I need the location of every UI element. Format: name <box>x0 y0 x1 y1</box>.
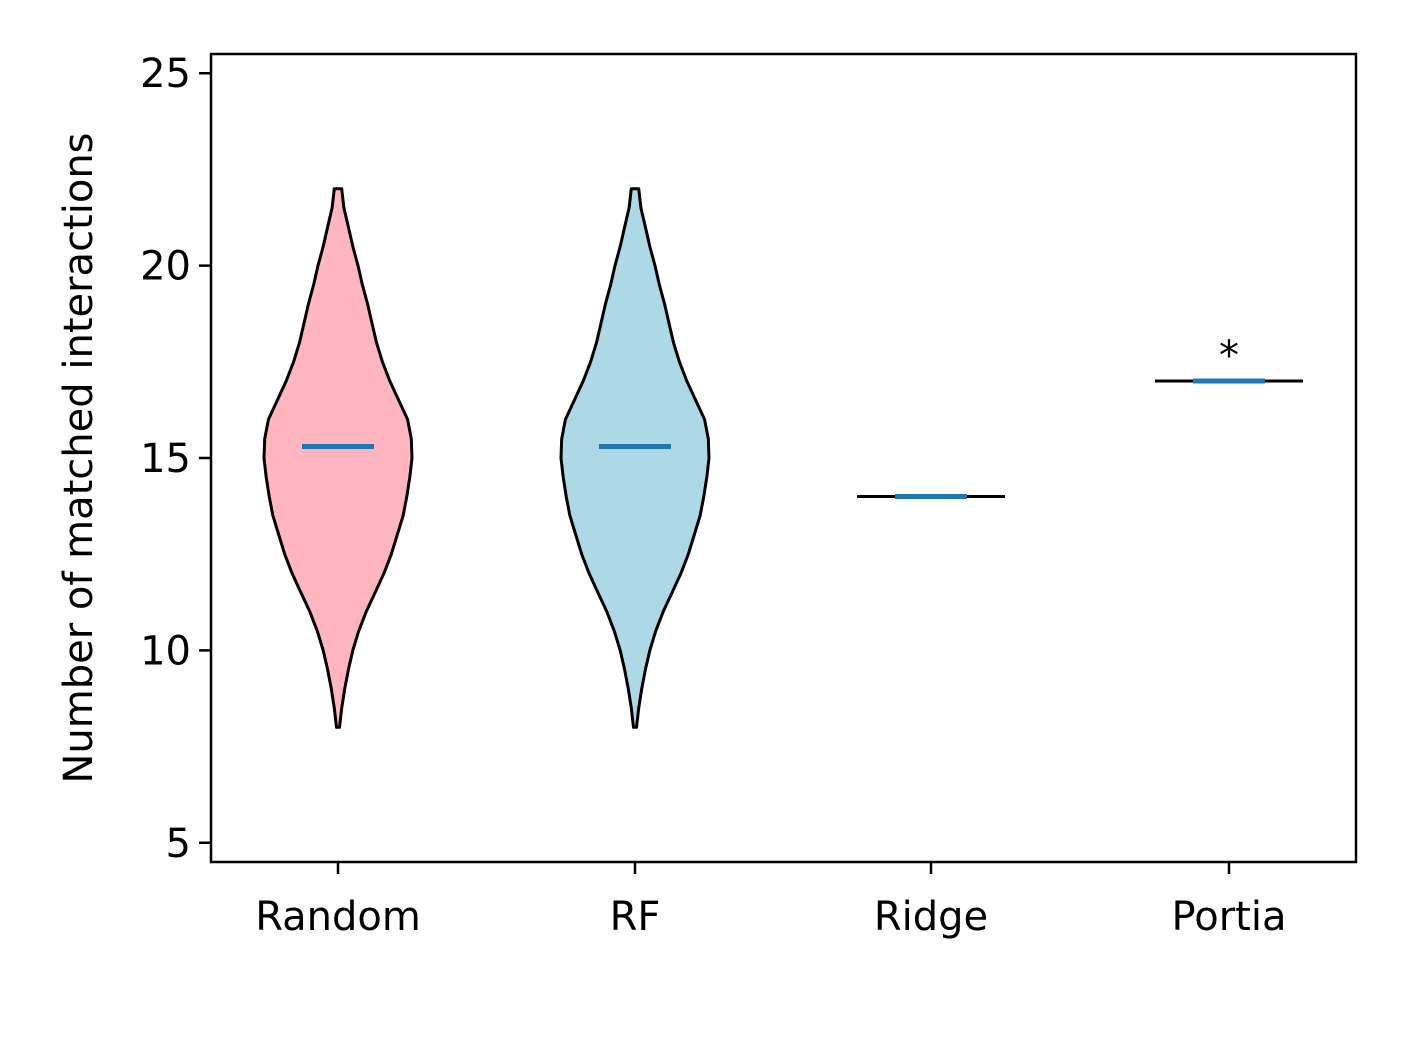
annotation-portia: * <box>1219 333 1239 379</box>
x-tick-label-ridge: Ridge <box>874 894 988 940</box>
y-tick-label-20: 20 <box>140 244 191 290</box>
x-tick-label-portia: Portia <box>1172 894 1287 940</box>
plot-area: * <box>262 187 1303 729</box>
y-axis-label: Number of matched interactions <box>56 132 102 783</box>
y-tick-label-5: 5 <box>166 821 191 867</box>
y-tick-label-10: 10 <box>140 628 191 674</box>
y-tick-label-25: 25 <box>140 51 191 97</box>
violin-rf <box>559 187 711 729</box>
violin-random <box>262 187 414 729</box>
x-tick-label-random: Random <box>255 894 421 940</box>
x-tick-label-rf: RF <box>610 894 661 940</box>
y-tick-label-15: 15 <box>140 436 191 482</box>
axes: Random RF Ridge Portia 5 10 15 20 25 <box>140 51 1286 940</box>
